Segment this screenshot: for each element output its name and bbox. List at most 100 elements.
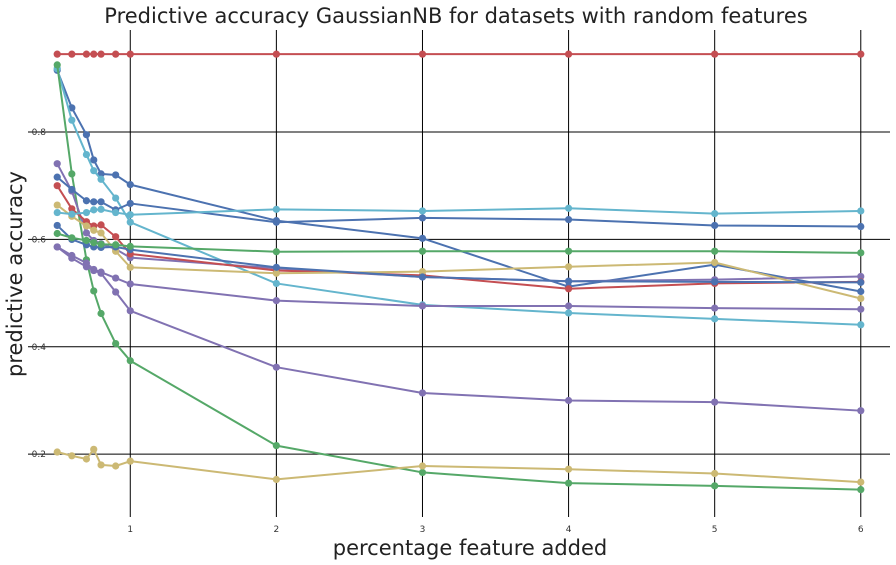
tick-labels: 1 2 3 4 5 6 0.2 0.4 0.6 0.8 [32, 128, 864, 535]
data-point [126, 211, 134, 219]
y-tick-label: 0.2 [32, 450, 46, 460]
data-point [711, 278, 719, 286]
data-point [126, 199, 134, 208]
data-point [68, 104, 76, 112]
data-point [112, 462, 120, 470]
data-point [857, 478, 865, 486]
data-point [418, 302, 427, 310]
data-point [53, 221, 61, 230]
data-point [711, 221, 719, 230]
data-point [53, 173, 61, 181]
data-point [90, 167, 98, 175]
series-14 [53, 445, 865, 486]
data-point [857, 287, 865, 296]
data-point [418, 273, 427, 281]
data-point [126, 307, 134, 315]
data-point [711, 482, 719, 490]
data-point [68, 452, 76, 460]
data-point [564, 309, 573, 317]
data-point [857, 305, 865, 313]
data-point [564, 396, 573, 405]
data-point [82, 455, 91, 463]
x-tick-label: 3 [420, 525, 426, 535]
series-6 [53, 173, 865, 231]
data-point [112, 233, 120, 241]
data-point [272, 475, 280, 484]
y-tick-label: 0.4 [32, 343, 47, 353]
data-point [711, 258, 719, 267]
data-point [82, 131, 91, 139]
data-point [564, 285, 573, 293]
data-point [272, 279, 280, 288]
data-point [564, 277, 573, 285]
data-point [68, 116, 76, 124]
data-point [564, 479, 573, 487]
data-point [97, 50, 105, 58]
data-point [126, 181, 134, 189]
data-point [564, 302, 573, 310]
data-point [53, 61, 61, 69]
data-point [112, 274, 120, 282]
data-point [126, 280, 134, 288]
series-line [56, 176, 861, 228]
data-point [68, 50, 76, 58]
data-point [857, 50, 865, 58]
series-line [56, 163, 861, 283]
data-point [126, 357, 134, 365]
data-point [272, 50, 280, 58]
data-point [82, 229, 91, 237]
data-point [126, 263, 134, 271]
series-13 [53, 243, 865, 313]
data-point [126, 218, 134, 226]
data-point [90, 50, 98, 58]
x-tick-label: 1 [127, 525, 133, 535]
x-tick-label: 5 [712, 525, 718, 535]
data-point [90, 206, 98, 214]
y-tick-label: 0.6 [32, 235, 47, 245]
data-point [53, 243, 61, 251]
data-point [53, 160, 61, 168]
data-point [82, 259, 91, 267]
data-point [711, 469, 719, 478]
data-point [418, 50, 427, 58]
data-point [564, 215, 573, 224]
data-point [97, 268, 105, 276]
data-point [97, 229, 105, 237]
data-point [112, 171, 120, 179]
data-point [53, 448, 61, 456]
data-point [68, 234, 76, 242]
data-point [90, 198, 98, 206]
data-point [418, 389, 427, 397]
data-point [126, 457, 134, 465]
data-point [82, 150, 91, 159]
data-point [564, 465, 573, 473]
data-point [68, 185, 76, 194]
data-point [90, 445, 98, 453]
series-line [56, 185, 861, 290]
data-point [857, 407, 865, 415]
series-line [56, 224, 861, 284]
data-point [711, 247, 719, 255]
data-point [711, 50, 719, 58]
data-point [53, 229, 61, 238]
data-point [418, 462, 427, 470]
data-point [90, 265, 98, 274]
data-point [272, 441, 280, 450]
data-point [53, 182, 61, 190]
y-tick-label: 0.8 [32, 128, 47, 138]
data-point [82, 236, 91, 245]
data-point [711, 210, 719, 218]
series-9 [53, 204, 865, 219]
data-point [857, 222, 865, 231]
data-point [53, 201, 61, 209]
data-point [857, 486, 865, 494]
chart-title: Predictive accuracy GaussianNB for datas… [104, 4, 807, 28]
data-point [68, 205, 76, 213]
data-point [97, 198, 105, 206]
data-point [857, 249, 865, 257]
x-tick-label: 4 [566, 525, 572, 535]
data-point [112, 241, 120, 249]
data-point [418, 247, 427, 255]
data-point [418, 234, 427, 242]
data-point [418, 268, 427, 276]
